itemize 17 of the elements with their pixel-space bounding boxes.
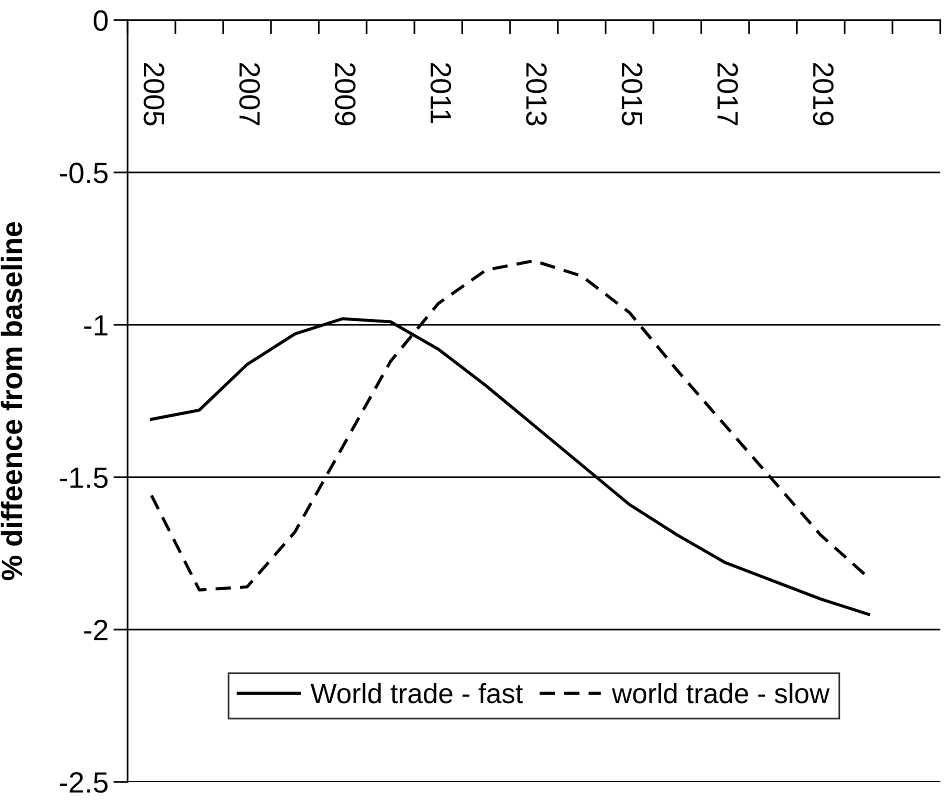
legend-label: World trade - fast <box>310 682 523 704</box>
x-tick-label: 2007 <box>239 63 260 126</box>
x-tick-label: 2009 <box>334 63 356 126</box>
x-tick-label: 2005 <box>144 63 164 126</box>
y-tick-label: -1.5 <box>60 468 108 488</box>
y-tick-label: 0 <box>94 10 108 31</box>
x-tick-label: 2017 <box>717 63 738 126</box>
y-tick-label: -2 <box>84 620 108 640</box>
x-tick-label: 2013 <box>526 63 547 126</box>
x-tick-label: 2019 <box>812 63 834 126</box>
y-tick-label: -1 <box>84 315 108 336</box>
y-tick-label: -0.5 <box>60 162 108 184</box>
y-tick-label: -2.5 <box>60 772 108 793</box>
legend-label: world trade - slow <box>612 682 830 704</box>
x-tick-label: 2011 <box>430 63 452 124</box>
y-axis-title: % diffeence from baseline <box>0 222 22 580</box>
x-tick-label: 2015 <box>622 63 642 126</box>
